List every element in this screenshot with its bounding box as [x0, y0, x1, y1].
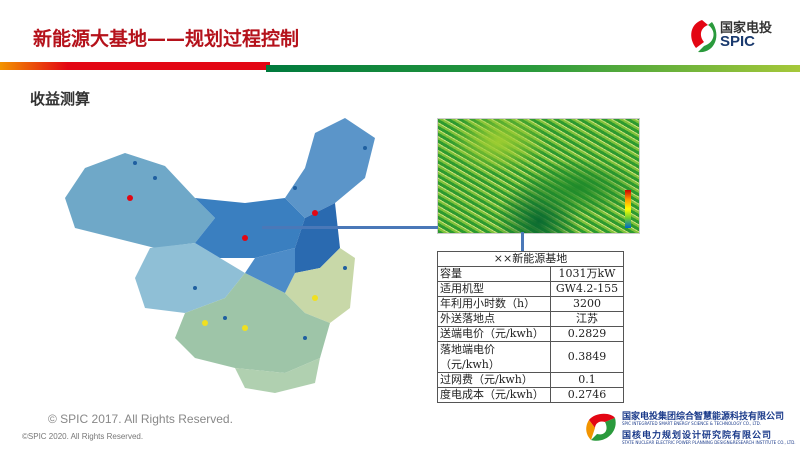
table-row: 适用机型 GW4.2-155: [437, 281, 624, 297]
copyright-small: ©SPIC 2020. All Rights Reserved.: [22, 432, 144, 441]
logo-text-en: SPIC: [720, 33, 756, 50]
section-title: 收益测算: [30, 90, 91, 108]
connector-line-vertical: [521, 232, 524, 252]
logo-text-cn: 国家电投: [720, 21, 773, 36]
table-title: ××新能源基地: [437, 251, 624, 267]
table-row: 外送落地点 江苏: [437, 311, 624, 327]
spic-logo: [691, 20, 717, 53]
china-map: [65, 118, 375, 393]
revenue-table: ××新能源基地 容量 1031万kW 适用机型 GW4.2-155 年利用小时数（h…: [437, 251, 624, 403]
copyright-main: © SPIC 2017. All Rights Reserved.: [48, 412, 233, 426]
terrain-map-image: [437, 118, 640, 234]
header-bar-green: [266, 65, 800, 72]
company-logo: [586, 413, 616, 441]
company-name-1: 国家电投集团综合智慧能源科技有限公司: [622, 412, 785, 422]
table-row: 送端电价（元/kwh） 0.2829: [437, 326, 624, 342]
table-row: 容量 1031万kW: [437, 266, 624, 282]
table-row: 度电成本（元/kwh） 0.2746: [437, 387, 624, 403]
connector-line: [262, 226, 438, 229]
page-title: 新能源大基地——规划过程控制: [33, 28, 300, 50]
table-row: 年利用小时数（h） 3200: [437, 296, 624, 312]
table-row: 过网费（元/kwh） 0.1: [437, 372, 624, 388]
company-name-2: 国核电力规划设计研究院有限公司: [622, 431, 773, 441]
header-bar-red: [0, 62, 270, 70]
company-name-1-en: SPIC INTEGRATED SMART ENERGY SCIENCE & T…: [622, 421, 762, 426]
table-row: 落地端电价（元/kwh） 0.3849: [437, 341, 624, 373]
elevation-legend: [625, 190, 631, 228]
company-name-2-en: STATE NUCLEAR ELECTRIC POWER PLANNING DE…: [622, 440, 796, 445]
